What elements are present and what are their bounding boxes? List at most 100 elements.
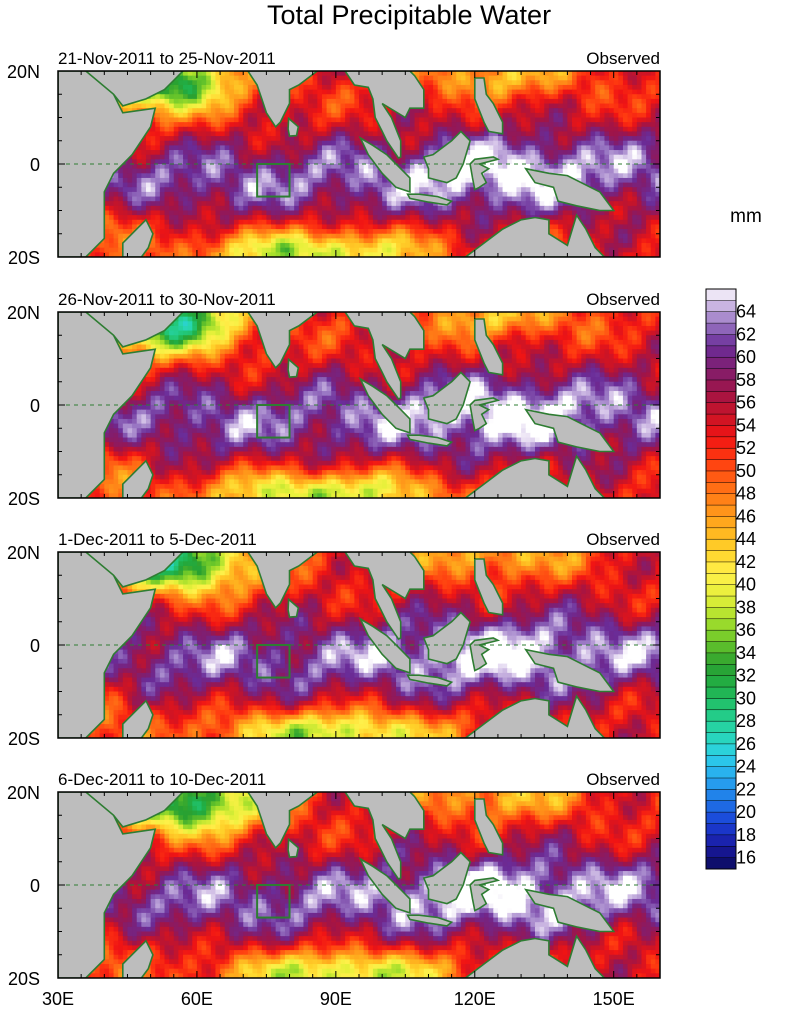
india-landmass (234, 792, 319, 850)
colorbar-swatch (706, 641, 736, 654)
colorbar-swatch (706, 436, 736, 449)
colorbar-swatch (706, 800, 736, 813)
colorbar-swatch (706, 846, 736, 858)
indochina-landmass (344, 792, 425, 880)
x-tick-label: 30E (42, 989, 74, 1009)
colorbar-label: 56 (736, 393, 756, 413)
colorbar-swatch (706, 766, 736, 779)
philippines-landmass (474, 77, 504, 135)
srilanka-landmass (287, 116, 300, 137)
colorbar-swatch (706, 732, 736, 745)
colorbar-swatch (706, 789, 736, 802)
colorbar-swatch (706, 505, 736, 517)
arabia-landmass (84, 71, 185, 107)
colorbar-label: 48 (736, 484, 756, 504)
colorbar-label: 64 (736, 302, 756, 322)
colorbar-label: 52 (736, 438, 756, 458)
colorbar-swatch (706, 493, 736, 506)
madagascar-landmass (122, 459, 154, 498)
colorbar-label: 26 (736, 734, 756, 754)
colorbar-label: 54 (736, 415, 756, 435)
colorbar-swatch (706, 379, 736, 392)
panel-period-1: 21-Nov-2011 to 25-Nov-2011 (58, 49, 276, 68)
panel-period-4: 6-Dec-2011 to 10-Dec-2011 (58, 770, 266, 789)
madagascar-landmass (122, 939, 154, 978)
panel-label-3: Observed (586, 530, 660, 549)
colorbar-swatch (706, 573, 736, 585)
colorbar-label: 28 (736, 711, 756, 731)
newguinea-landmass (523, 648, 616, 693)
arabia-landmass (84, 792, 185, 828)
colorbar-swatch (706, 687, 736, 699)
map-panel-3: 1-Dec-2011 to 5-Dec-2011 Observed 20N 0 20S (7, 530, 661, 749)
java-landmass (406, 193, 454, 206)
borneo-landmass (422, 851, 472, 905)
borneo-landmass (422, 130, 472, 184)
y-tick-label: 0 (30, 636, 40, 656)
newguinea-landmass (523, 167, 616, 212)
colorbar-label: 32 (736, 666, 756, 686)
panel-period-3: 1-Dec-2011 to 5-Dec-2011 (58, 530, 257, 549)
colorbar-label: 40 (736, 575, 756, 595)
colorbar-swatch (706, 470, 736, 483)
colorbar-swatch (706, 289, 736, 301)
australia-landmass (447, 934, 606, 978)
colorbar-label: 30 (736, 688, 756, 708)
colorbar-label: 22 (736, 779, 756, 799)
colorbar-swatch (706, 823, 736, 836)
colorbar-swatch (706, 664, 736, 676)
philippines-landmass (474, 318, 504, 376)
y-tick-label: 0 (30, 155, 40, 175)
panel-label-2: Observed (586, 290, 660, 309)
sulawesi-landmass (469, 397, 501, 432)
colorbar-swatch (706, 778, 736, 790)
colorbar-label: 20 (736, 802, 756, 822)
sulawesi-landmass (469, 156, 501, 191)
colorbar-swatch (706, 334, 736, 347)
australia-landmass (447, 694, 606, 738)
colorbar-label: 18 (736, 825, 756, 845)
sumatra-landmass (358, 616, 411, 675)
x-tick-label: 60E (181, 989, 213, 1009)
madagascar-landmass (122, 699, 154, 738)
colorbar-swatch (706, 812, 736, 824)
madagascar-landmass (122, 218, 154, 257)
map-panel-4: 6-Dec-2011 to 10-Dec-2011 Observed 20N 0 20S (7, 770, 661, 989)
colorbar-swatch (706, 391, 736, 404)
colorbar-swatch (706, 596, 736, 608)
colorbar-swatch (706, 652, 736, 665)
colorbar-label: 58 (736, 370, 756, 390)
colorbar-swatch (706, 425, 736, 438)
sumatra-landmass (358, 135, 411, 194)
colorbar-swatch (706, 607, 736, 620)
taiwan-landmass (474, 312, 485, 313)
colorbar-swatch (706, 414, 736, 426)
land-mask (58, 552, 616, 738)
colorbar-label: 42 (736, 552, 756, 572)
study-box (256, 163, 291, 198)
map-panel-1: 21-Nov-2011 to 25-Nov-2011 Observed 20N 0 20… (7, 49, 661, 268)
taiwan-landmass (474, 792, 485, 793)
colorbar-label: 60 (736, 347, 756, 367)
colorbar-swatch (706, 448, 736, 460)
colorbar-swatch (706, 721, 736, 733)
y-tick-label: 20N (7, 303, 40, 323)
colorbar-swatch (706, 459, 736, 472)
philippines-landmass (474, 798, 504, 856)
colorbar-swatch (706, 311, 736, 324)
colorbar-swatch (706, 482, 736, 495)
srilanka-landmass (287, 837, 300, 858)
x-tick-label: 90E (320, 989, 352, 1009)
colorbar-swatch (706, 539, 736, 551)
y-tick-label: 20S (8, 248, 40, 268)
newguinea-landmass (523, 408, 616, 453)
newguinea-landmass (523, 888, 616, 933)
australia-landmass (447, 213, 606, 257)
colorbar-swatch (706, 550, 736, 563)
study-box (256, 884, 291, 919)
colorbar-swatch (706, 618, 736, 631)
indochina-landmass (344, 71, 425, 159)
colorbar-swatch (706, 357, 736, 369)
colorbar-swatch (706, 527, 736, 540)
